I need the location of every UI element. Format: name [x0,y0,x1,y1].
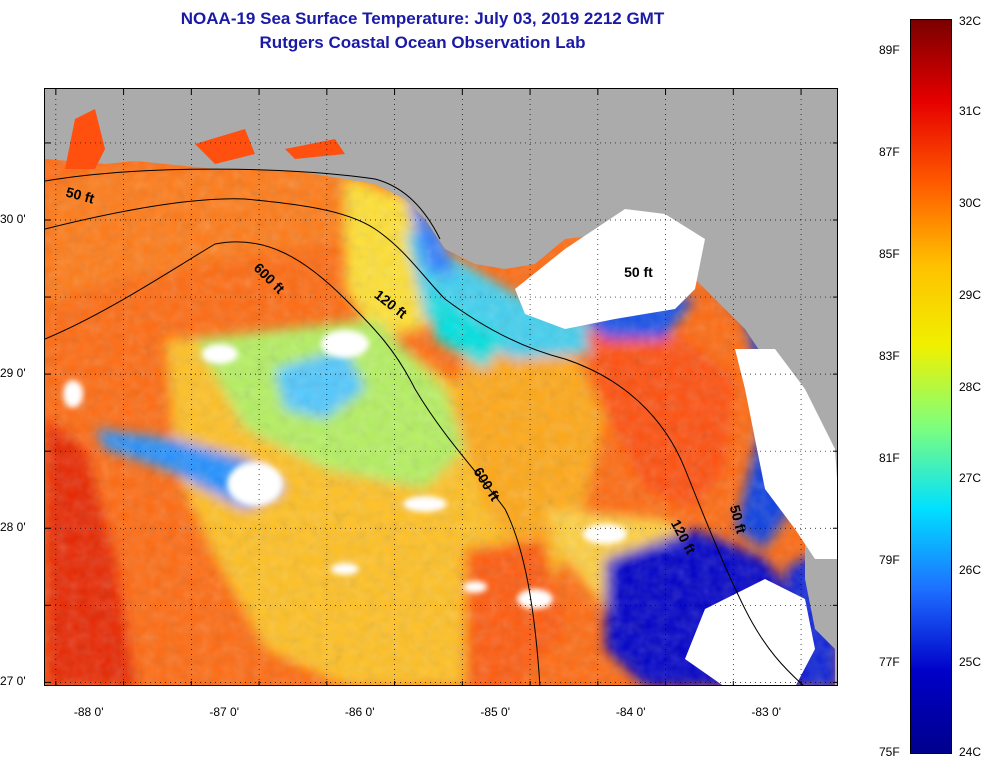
contour-label: 50 ft [624,264,653,280]
cloud-over-peninsula [735,349,837,559]
longitude-tick-label: -86 0' [344,705,375,719]
colorbar-celsius-label: 30C [959,195,982,210]
map-title: NOAA-19 Sea Surface Temperature: July 03… [180,9,665,28]
longitude-tick-label: -83 0' [751,705,782,719]
colorbar-celsius-label: 32C [959,14,982,28]
colorbar-celsius-label: 27C [959,471,982,486]
colorbar-fahrenheit-label: 87F [879,144,900,159]
temperature-colorbar [910,19,952,754]
colorbar-celsius-label: 26C [959,563,982,578]
colorbar-fahrenheit-label: 85F [879,246,900,261]
colorbar-fahrenheit-label: 79F [879,553,900,568]
latitude-tick-label: 28 0' [0,520,26,535]
tick-marks [45,89,837,685]
contour-label: 50 ft [64,184,96,207]
latitude-tick-label: 30 0' [0,212,26,226]
colorbar-fahrenheit-label: 89F [879,42,900,57]
colorbar-celsius-label: 28C [959,379,982,394]
colorbar-fahrenheit-label: 81F [879,450,900,465]
colorbar-celsius-label: 29C [959,287,982,302]
colorbar-fahrenheit-label: 77F [879,655,900,670]
longitude-tick-label: -87 0' [209,705,240,719]
colorbar-fahrenheit-label: 75F [879,745,900,759]
colorbar-celsius-label: 31C [959,103,982,118]
cloud-over-bigbend [515,209,705,329]
sst-map: 50 ft 600 ft 120 ft 600 ft 50 ft 120 ft 50 ft [44,88,838,686]
latitude-tick-label: 27 0' [0,674,26,689]
longitude-tick-label: -85 0' [480,705,511,719]
coastal-bays [65,109,345,169]
longitude-tick-label: -88 0' [73,705,104,719]
contour-label: 50 ft [727,503,750,535]
map-subtitle: Rutgers Coastal Ocean Observation Lab [259,33,586,52]
colorbar-celsius-label: 24C [959,745,982,759]
isobaths [45,168,804,685]
longitude-tick-label: -84 0' [615,705,646,719]
colorbar-fahrenheit-label: 83F [879,348,900,363]
colorbar-celsius-label: 25C [959,655,982,670]
latitude-tick-label: 29 0' [0,366,26,381]
cloud-south-peninsula [685,579,815,685]
